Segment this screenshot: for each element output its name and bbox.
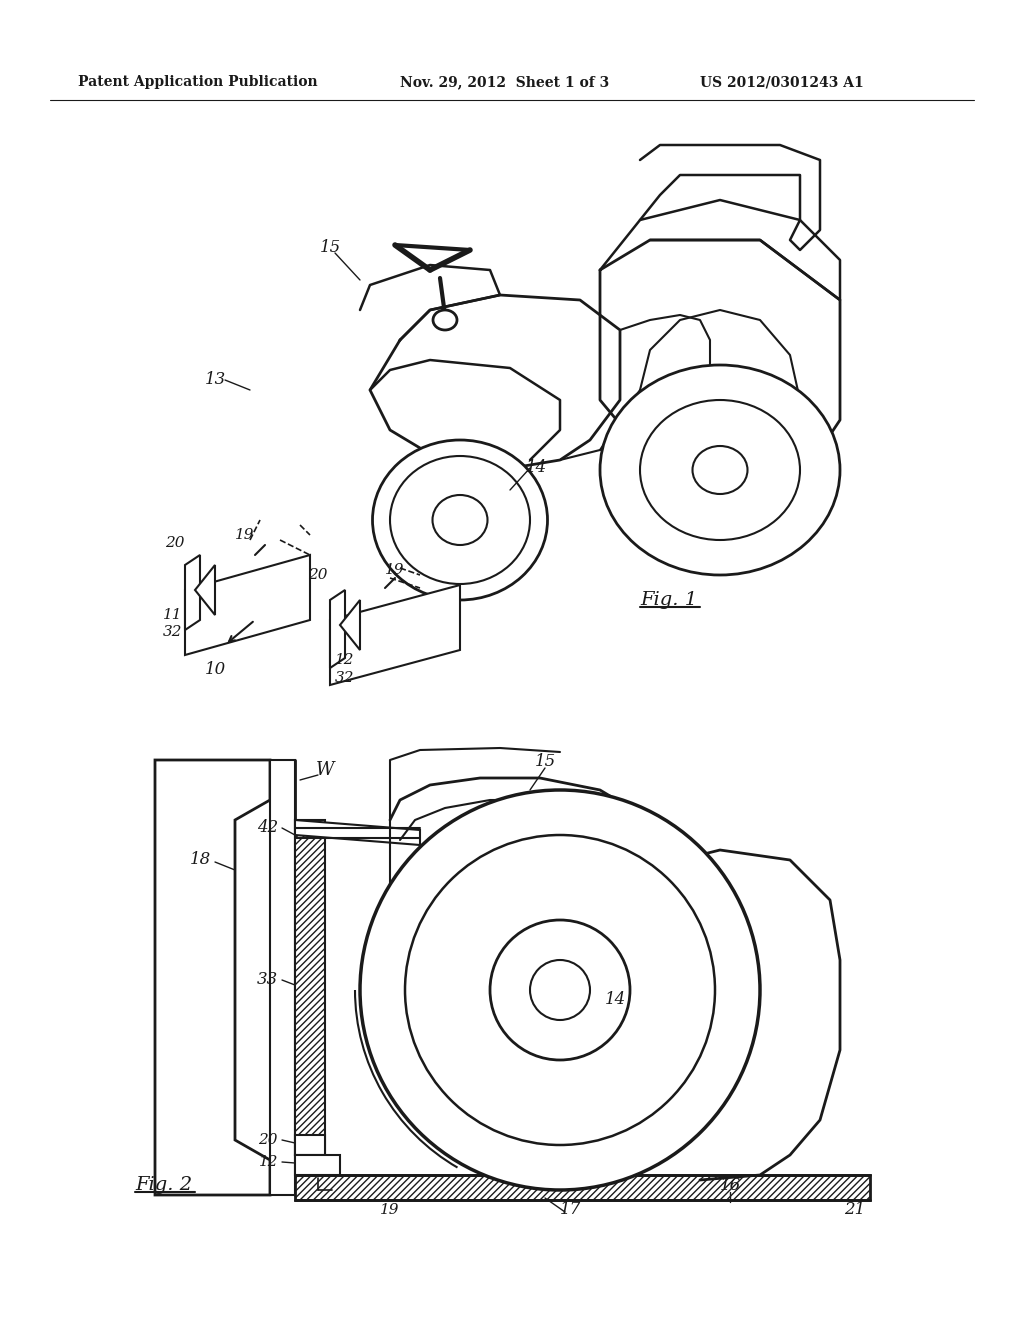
Ellipse shape xyxy=(433,310,457,330)
Ellipse shape xyxy=(406,836,715,1144)
Ellipse shape xyxy=(692,446,748,494)
Text: 14: 14 xyxy=(525,459,547,477)
Polygon shape xyxy=(330,590,345,668)
Text: 17: 17 xyxy=(559,1201,581,1218)
Polygon shape xyxy=(185,554,310,655)
Ellipse shape xyxy=(490,920,630,1060)
Polygon shape xyxy=(295,820,420,845)
Polygon shape xyxy=(295,820,325,1155)
Text: 18: 18 xyxy=(189,851,211,869)
Ellipse shape xyxy=(640,400,800,540)
Ellipse shape xyxy=(360,789,760,1191)
Text: Nov. 29, 2012  Sheet 1 of 3: Nov. 29, 2012 Sheet 1 of 3 xyxy=(400,75,609,88)
Polygon shape xyxy=(295,1135,325,1155)
Ellipse shape xyxy=(432,495,487,545)
Ellipse shape xyxy=(600,366,840,576)
Text: Patent Application Publication: Patent Application Publication xyxy=(78,75,317,88)
Text: 15: 15 xyxy=(535,754,556,771)
Text: W: W xyxy=(315,762,334,779)
Polygon shape xyxy=(185,554,200,630)
Text: 20: 20 xyxy=(258,1133,278,1147)
Text: 12: 12 xyxy=(258,1155,278,1170)
Polygon shape xyxy=(155,760,270,1195)
Text: 19: 19 xyxy=(380,1203,399,1217)
Text: 12: 12 xyxy=(335,653,354,667)
Text: 33: 33 xyxy=(257,972,278,989)
Text: 21: 21 xyxy=(845,1201,865,1218)
Ellipse shape xyxy=(530,960,590,1020)
Text: 20: 20 xyxy=(165,536,184,550)
Text: 14: 14 xyxy=(604,991,626,1008)
Polygon shape xyxy=(195,565,215,615)
Polygon shape xyxy=(295,1155,340,1175)
Text: 20: 20 xyxy=(308,568,328,582)
Text: 16: 16 xyxy=(720,1176,740,1193)
Polygon shape xyxy=(270,760,295,1195)
Polygon shape xyxy=(319,1175,350,1185)
Polygon shape xyxy=(340,601,360,649)
Text: 19: 19 xyxy=(385,564,404,577)
Text: US 2012/0301243 A1: US 2012/0301243 A1 xyxy=(700,75,864,88)
Text: 10: 10 xyxy=(205,661,225,678)
Text: 13: 13 xyxy=(205,371,225,388)
Text: 11: 11 xyxy=(163,609,182,622)
Ellipse shape xyxy=(390,455,530,583)
Text: Fig. 2: Fig. 2 xyxy=(135,1176,193,1195)
Text: 15: 15 xyxy=(319,239,341,256)
Ellipse shape xyxy=(373,440,548,601)
Text: 19: 19 xyxy=(236,528,255,543)
Polygon shape xyxy=(295,1175,870,1200)
Text: 32: 32 xyxy=(335,671,354,685)
Text: 32: 32 xyxy=(163,624,182,639)
Text: 42: 42 xyxy=(257,820,278,837)
Text: Fig. 1: Fig. 1 xyxy=(640,591,697,609)
Polygon shape xyxy=(330,585,460,685)
